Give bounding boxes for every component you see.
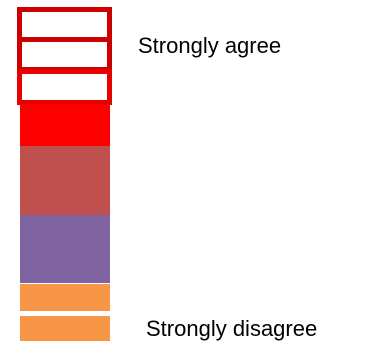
- segment-orange-lower: [20, 316, 110, 341]
- segment-brick-red: [20, 146, 110, 215]
- strongly-agree-label: Strongly agree: [138, 33, 282, 58]
- strongly-disagree-label: Strongly disagree: [146, 316, 318, 341]
- segment-purple: [20, 215, 110, 283]
- empty-box-1: [17, 7, 112, 42]
- segment-bright-red: [20, 104, 110, 146]
- empty-box-3: [17, 69, 112, 105]
- filled-segments: [20, 104, 110, 341]
- empty-box-2: [17, 37, 112, 72]
- empty-boxes: [17, 7, 112, 105]
- segment-orange-upper: [20, 284, 110, 311]
